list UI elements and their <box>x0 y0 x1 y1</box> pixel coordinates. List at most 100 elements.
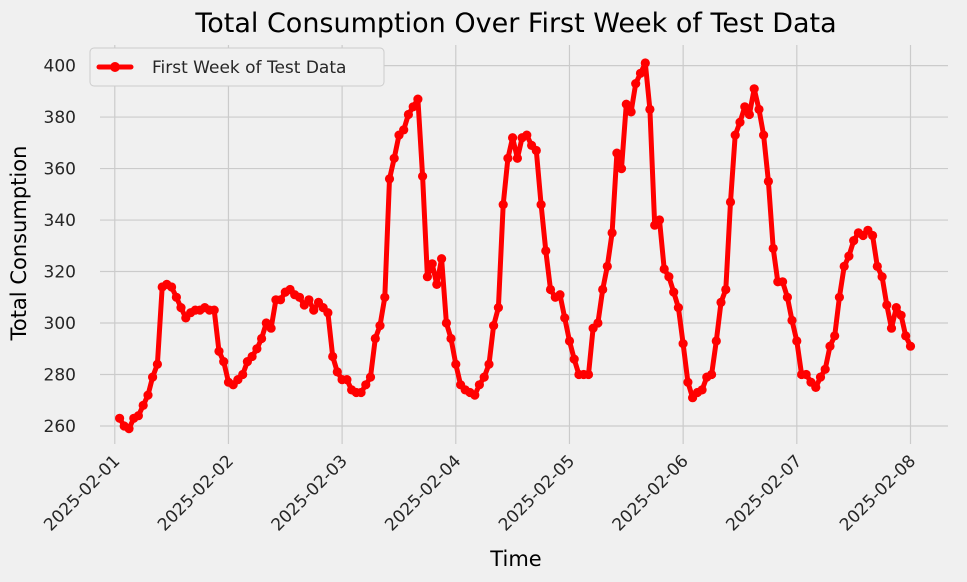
data-point <box>811 382 821 392</box>
data-point <box>673 303 684 313</box>
data-point <box>304 295 314 305</box>
data-point <box>607 228 617 238</box>
data-point <box>176 303 186 313</box>
data-point <box>143 390 153 400</box>
data-point <box>356 387 366 398</box>
data-point <box>342 375 352 385</box>
data-point <box>133 411 143 421</box>
legend-box <box>89 47 385 87</box>
data-point <box>683 377 693 387</box>
data-point <box>754 104 764 114</box>
data-point <box>740 102 750 112</box>
data-point <box>631 79 641 89</box>
y-tick-label: 360 <box>44 160 76 180</box>
data-point <box>479 372 489 382</box>
data-point <box>849 236 859 246</box>
data-point <box>484 359 494 369</box>
data-point <box>763 176 774 186</box>
data-point <box>564 336 575 346</box>
legend-label: First Week of Test Data <box>152 58 346 78</box>
data-point <box>583 369 594 380</box>
data-point <box>489 321 499 331</box>
data-point <box>877 272 887 282</box>
data-point <box>370 333 380 344</box>
data-point <box>664 272 674 282</box>
data-point <box>886 323 897 333</box>
data-point <box>323 308 333 318</box>
series-first-week <box>115 58 916 434</box>
y-tick-label: 300 <box>44 314 76 334</box>
data-point <box>569 354 579 364</box>
data-point <box>380 292 390 302</box>
data-point <box>209 305 219 315</box>
data-point <box>659 264 669 274</box>
y-axis-label: Total Consumption <box>7 146 31 342</box>
data-point <box>446 333 456 344</box>
data-point <box>768 243 778 253</box>
data-point <box>645 104 655 114</box>
data-point <box>332 367 342 377</box>
data-point <box>725 197 736 207</box>
data-point <box>555 290 565 300</box>
data-point <box>792 336 802 346</box>
data-point <box>844 251 854 261</box>
data-point <box>735 117 745 127</box>
data-point <box>266 323 276 333</box>
data-point <box>493 303 503 313</box>
data-point <box>361 380 371 390</box>
data-point <box>635 68 646 78</box>
data-point <box>309 305 319 315</box>
data-point <box>167 282 177 292</box>
data-point <box>399 125 409 135</box>
data-point <box>721 284 731 295</box>
data-point <box>787 315 797 325</box>
data-point <box>901 331 911 341</box>
data-point <box>868 230 878 241</box>
data-point <box>522 130 532 140</box>
data-point <box>882 300 892 310</box>
data-point <box>124 424 134 434</box>
data-point <box>432 279 442 289</box>
y-tick-label: 280 <box>44 365 76 385</box>
data-point <box>830 331 840 341</box>
data-point <box>716 297 726 307</box>
data-point <box>498 200 508 210</box>
data-point <box>905 341 916 351</box>
data-point <box>896 310 906 320</box>
data-point <box>413 94 423 104</box>
data-point <box>384 174 395 184</box>
data-point <box>437 254 447 264</box>
legend-marker-swatch <box>110 62 120 72</box>
data-point <box>749 84 759 94</box>
data-point <box>365 372 376 382</box>
y-tick-label: 380 <box>44 108 76 128</box>
data-point <box>115 413 125 423</box>
y-tick-labels: 260 280 300 320 340 360 380 400 <box>44 57 76 437</box>
data-point <box>152 359 162 369</box>
y-tick-label: 340 <box>44 211 76 231</box>
data-point <box>389 153 399 163</box>
data-point <box>545 284 556 295</box>
data-point <box>541 246 551 256</box>
data-point <box>815 372 826 382</box>
data-point <box>612 148 622 158</box>
data-point <box>238 369 248 380</box>
data-point <box>275 295 286 305</box>
y-tick-label: 400 <box>44 57 76 77</box>
data-point <box>422 272 432 282</box>
data-point <box>744 109 755 120</box>
data-point <box>560 313 570 323</box>
data-point <box>820 364 830 374</box>
legend: First Week of Test Data <box>89 47 385 87</box>
data-point <box>707 369 717 380</box>
data-point <box>536 200 546 210</box>
data-point <box>778 277 788 287</box>
data-point <box>138 400 148 410</box>
data-point <box>669 287 679 297</box>
data-point <box>408 102 418 112</box>
data-point <box>825 341 835 351</box>
data-point <box>621 99 631 109</box>
data-point <box>626 107 636 117</box>
data-point <box>640 58 650 68</box>
